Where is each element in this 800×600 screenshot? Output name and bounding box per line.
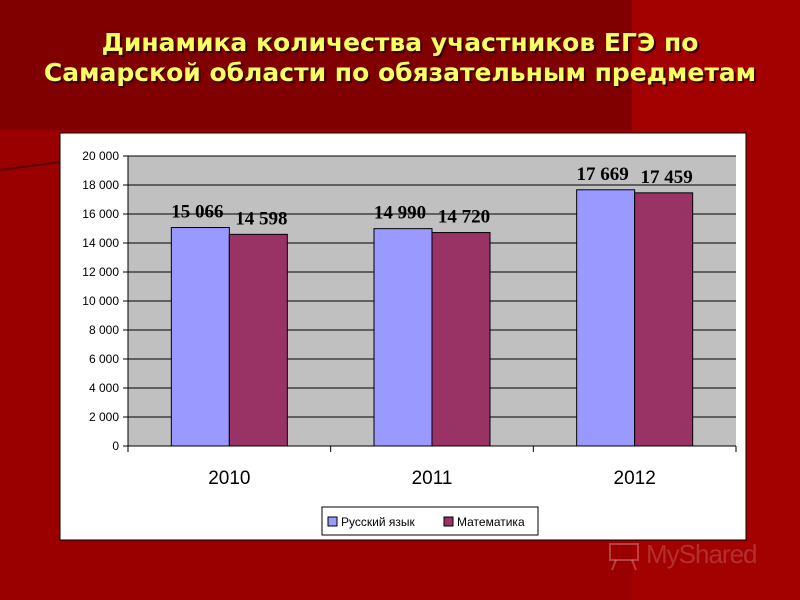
watermark: MyShared: [606, 536, 776, 576]
y-tick-label: 2 000: [89, 410, 119, 424]
y-tick-label: 18 000: [82, 178, 119, 192]
legend-label: Русский язык: [341, 515, 415, 529]
legend-box: [321, 506, 539, 536]
y-tick-label: 10 000: [82, 294, 119, 308]
data-label: 15 066: [171, 202, 223, 223]
x-tick-label: 2010: [208, 468, 250, 489]
y-tick-label: 8 000: [89, 323, 119, 337]
legend-label: Математика: [457, 515, 525, 529]
legend-swatch: [327, 516, 338, 527]
bar: [634, 192, 694, 447]
bar: [228, 233, 288, 447]
y-tick-label: 0: [112, 439, 119, 453]
x-tick-label: 2011: [412, 468, 453, 489]
x-tick-label: 2012: [614, 468, 656, 489]
data-label: 17 459: [641, 167, 693, 188]
y-tick-label: 4 000: [89, 381, 119, 395]
y-tick-label: 12 000: [82, 265, 119, 279]
data-label: 17 669: [577, 164, 629, 185]
data-label: 14 720: [438, 207, 490, 228]
y-tick-label: 20 000: [82, 149, 119, 163]
bar: [170, 227, 230, 447]
bar: [576, 189, 636, 447]
legend-swatch: [443, 516, 454, 527]
bar: [431, 232, 491, 447]
title-line-1: Динамика количества участников ЕГЭ по: [101, 28, 699, 57]
bar: [373, 228, 433, 447]
data-label: 14 598: [235, 208, 287, 229]
y-tick-label: 6 000: [89, 352, 119, 366]
watermark-text: MyShared: [646, 539, 757, 569]
y-tick-label: 16 000: [82, 207, 119, 221]
slide-title: Динамика количества участников ЕГЭ по Са…: [0, 28, 800, 88]
title-line-2: Самарской области по обязательным предме…: [43, 58, 757, 87]
data-label: 14 990: [374, 203, 426, 224]
projector-icon: [609, 543, 639, 571]
y-tick-label: 14 000: [82, 236, 119, 250]
